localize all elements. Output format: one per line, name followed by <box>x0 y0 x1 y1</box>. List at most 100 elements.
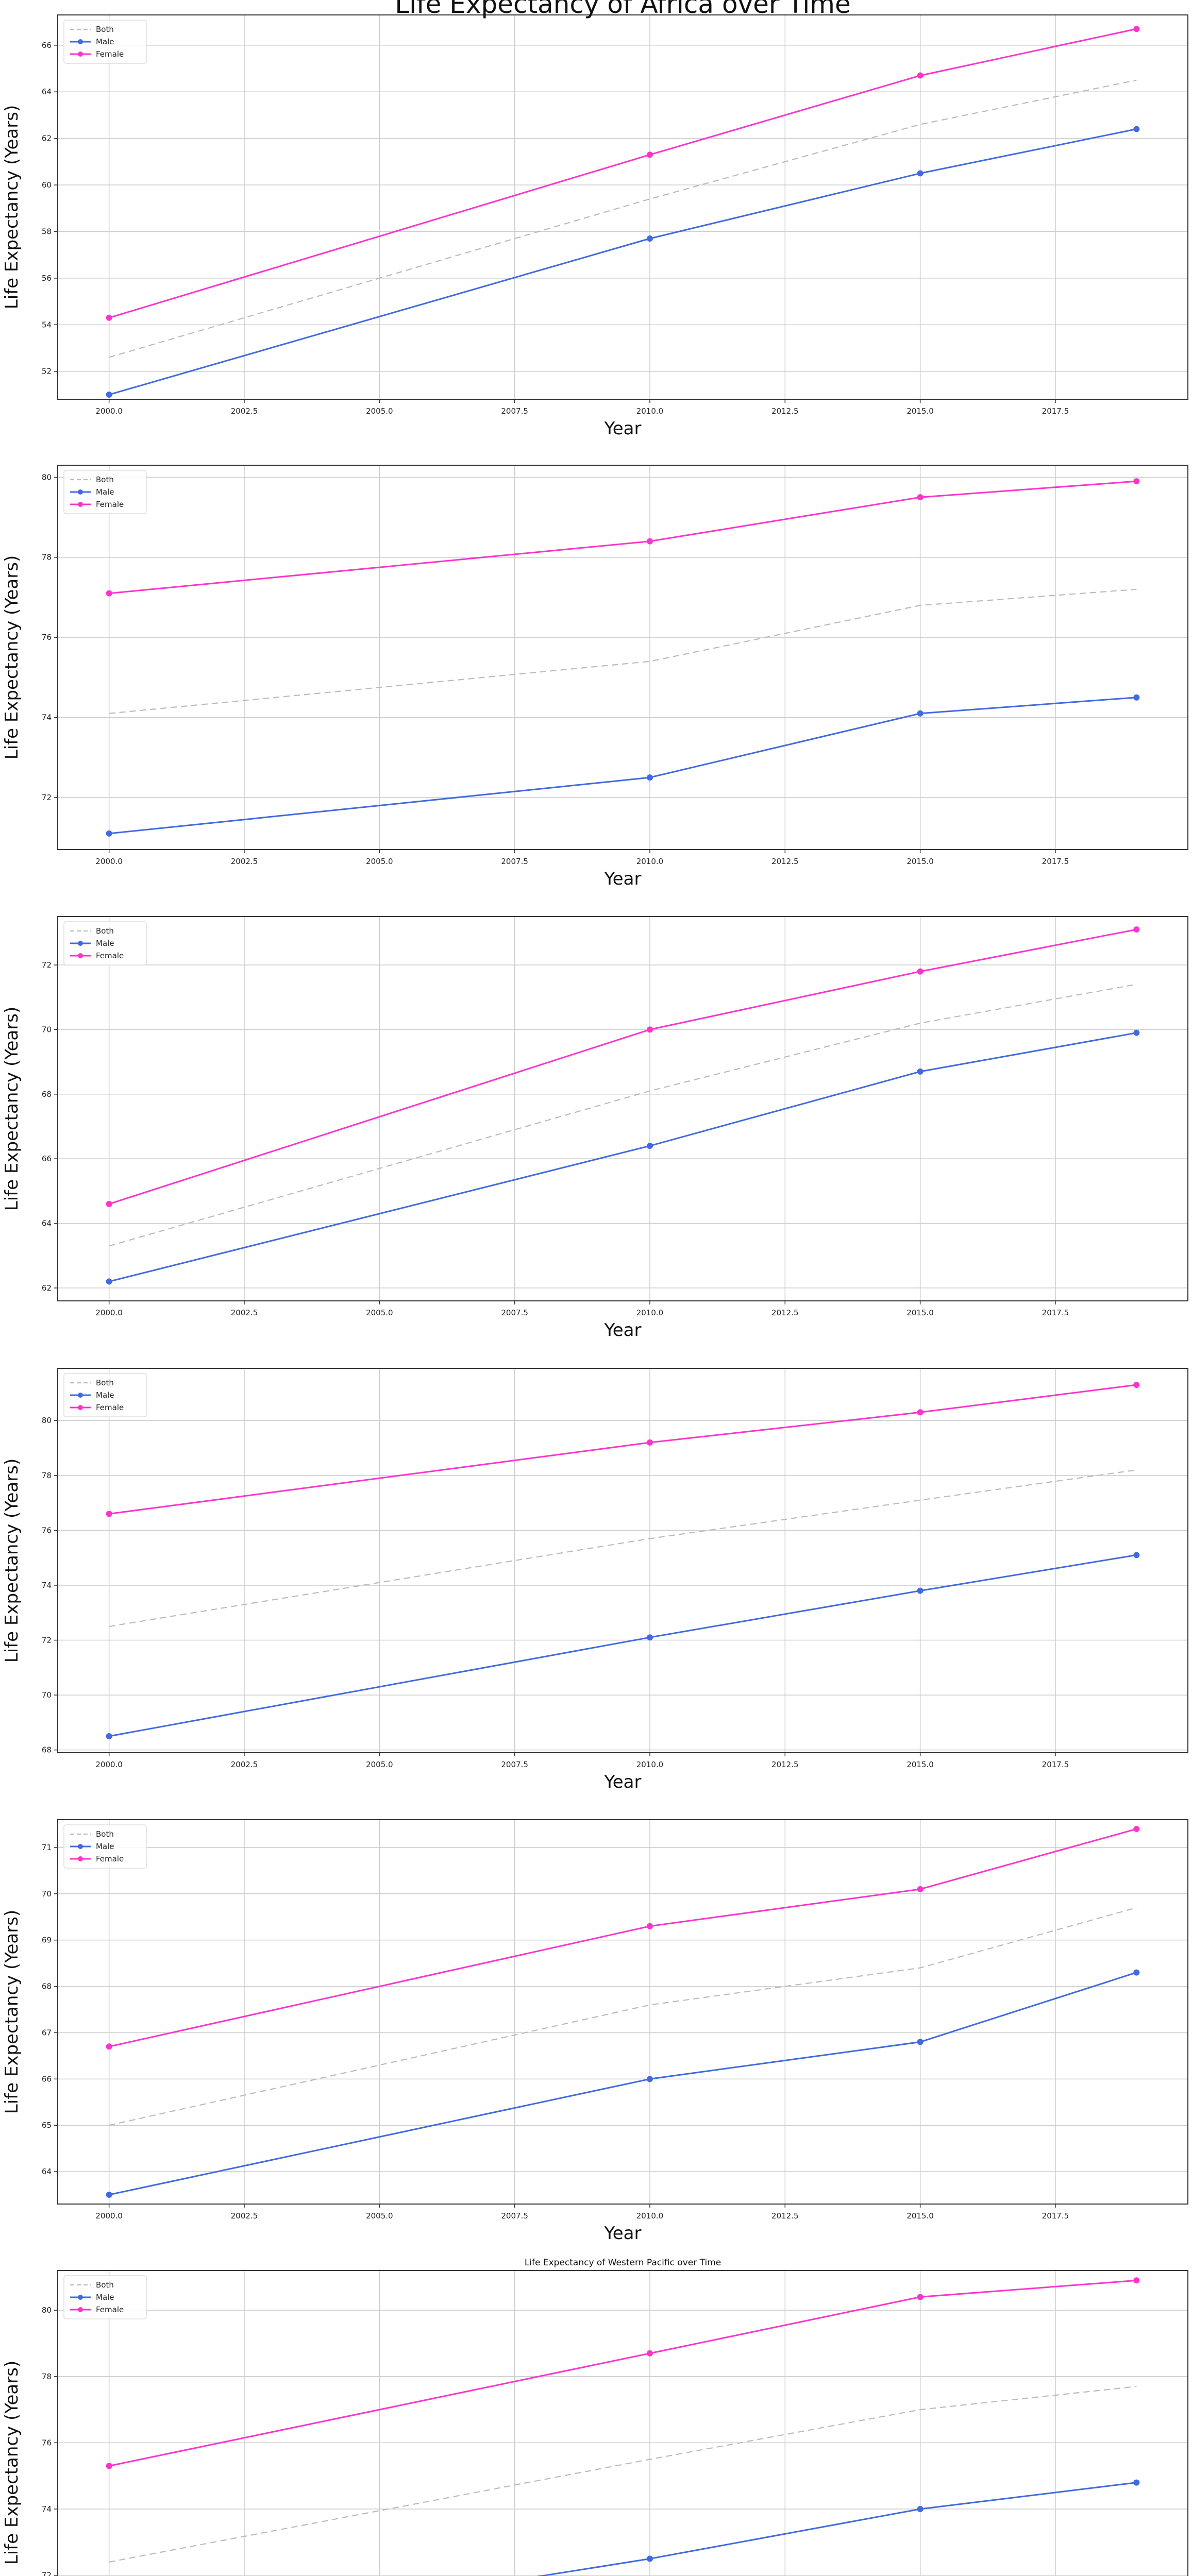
x-tick-label: 2012.5 <box>771 406 799 416</box>
legend-marker-female <box>78 52 83 57</box>
y-tick-label: 58 <box>42 227 52 236</box>
x-tick-label: 2015.0 <box>906 857 934 866</box>
chart-panel-5: 2000.0 2002.5 2005.0 2007.5 2010.0 2012.5 2015… <box>2 1819 1188 2244</box>
data-point-female <box>106 314 112 321</box>
x-axis-label: Year <box>604 2223 642 2244</box>
x-tick-label: 2012.5 <box>771 1308 799 1317</box>
x-tick-label: 2012.5 <box>771 857 799 866</box>
data-point-female <box>1133 478 1140 485</box>
legend-label-male: Male <box>96 1842 114 1851</box>
y-tick-label: 62 <box>42 1283 52 1293</box>
legend-label-male: Male <box>96 487 114 497</box>
plot-area <box>58 917 1188 1301</box>
legend-marker-female <box>78 1856 83 1861</box>
data-point-female <box>646 1026 653 1033</box>
y-axis-label: Life Expectancy (Years) <box>2 105 22 309</box>
legend: Both Male Female <box>63 2275 147 2319</box>
data-point-female <box>646 151 653 158</box>
legend: Both Male Female <box>63 20 147 64</box>
data-point-male <box>646 1634 653 1641</box>
plot-area <box>58 1368 1188 1753</box>
legend-marker-male <box>78 941 83 946</box>
chart-panel-1: 2000.0 2002.5 2005.0 2007.5 2010.0 2012.5 2015… <box>2 0 1188 439</box>
y-axis-label: Life Expectancy (Years) <box>2 555 22 759</box>
y-tick-label: 74 <box>42 2504 52 2514</box>
data-point-male <box>1133 126 1140 132</box>
data-point-female <box>1133 26 1140 32</box>
data-point-male <box>646 2555 653 2562</box>
data-point-female <box>646 538 653 545</box>
data-point-female <box>1133 2277 1140 2284</box>
legend-label-female: Female <box>96 951 124 960</box>
x-tick-label: 2000.0 <box>95 1308 123 1317</box>
data-point-male <box>106 2192 112 2198</box>
data-point-male <box>106 1278 112 1285</box>
y-tick-label: 68 <box>42 1982 52 1991</box>
y-tick-label: 72 <box>42 1636 52 1645</box>
axes-frame <box>57 1819 1188 2205</box>
legend-marker-male <box>78 39 83 44</box>
x-tick-label: 2002.5 <box>231 406 258 416</box>
x-axis-label: Year <box>604 1320 642 1341</box>
series-line-both <box>109 588 1137 714</box>
data-point-male <box>106 391 112 398</box>
x-tick-label: 2010.0 <box>636 406 664 416</box>
y-tick-label: 65 <box>42 2121 52 2130</box>
legend: Both Male Female <box>63 921 147 965</box>
plot-area <box>58 465 1188 850</box>
y-tick-label: 54 <box>42 320 52 329</box>
data-point-male <box>1133 1969 1140 1976</box>
legend-box <box>63 2275 147 2319</box>
y-tick-label: 78 <box>42 2372 52 2381</box>
x-tick-label: 2000.0 <box>95 406 123 416</box>
legend-marker-male <box>78 1844 83 1849</box>
x-tick-label: 2015.0 <box>906 1308 934 1317</box>
data-point-female <box>1133 926 1140 933</box>
y-tick-label: 80 <box>42 472 52 482</box>
data-point-male <box>917 1068 924 1075</box>
chart-title: Life Expectancy of Africa over Time <box>395 0 850 19</box>
legend-label-male: Male <box>96 37 114 46</box>
x-tick-label: 2017.5 <box>1042 1308 1069 1317</box>
data-point-female <box>917 72 924 79</box>
series-line-male <box>536 2482 1137 2576</box>
x-tick-label: 2017.5 <box>1042 2211 1069 2221</box>
y-tick-label: 64 <box>42 2167 52 2176</box>
x-tick-label: 2012.5 <box>771 2211 799 2221</box>
x-tick-label: 2012.5 <box>771 1760 799 1769</box>
data-point-male <box>106 1733 112 1740</box>
y-tick-label: 66 <box>42 2074 52 2083</box>
x-tick-label: 2005.0 <box>366 1308 393 1317</box>
x-tick-label: 2002.5 <box>231 2211 258 2221</box>
plot-area <box>58 1820 1188 2204</box>
data-point-female <box>1133 1825 1140 1832</box>
x-tick-label: 2015.0 <box>906 1760 934 1769</box>
x-tick-label: 2010.0 <box>636 1760 664 1769</box>
legend-label-female: Female <box>96 1854 124 1863</box>
legend-marker-male <box>78 1393 83 1398</box>
legend-label-both: Both <box>96 926 114 936</box>
x-tick-label: 2007.5 <box>501 2211 528 2221</box>
legend-label-both: Both <box>96 1378 114 1387</box>
series-line-both <box>109 984 1137 1247</box>
legend-label-both: Both <box>96 25 114 34</box>
y-tick-label: 71 <box>42 1843 52 1852</box>
y-tick-label: 70 <box>42 1025 52 1034</box>
y-axis-label: Life Expectancy (Years) <box>2 1459 22 1663</box>
legend-label-female: Female <box>96 49 124 59</box>
x-tick-label: 2007.5 <box>501 406 528 416</box>
data-point-male <box>917 2039 924 2045</box>
data-point-female <box>917 1409 924 1416</box>
x-tick-label: 2005.0 <box>366 857 393 866</box>
legend-box <box>63 1824 147 1869</box>
y-tick-label: 68 <box>42 1745 52 1755</box>
x-tick-label: 2015.0 <box>906 406 934 416</box>
y-tick-label: 74 <box>42 1581 52 1590</box>
data-point-female <box>106 1511 112 1517</box>
legend-box <box>63 470 147 514</box>
x-tick-label: 2007.5 <box>501 857 528 866</box>
data-point-male <box>1133 694 1140 701</box>
series-line-female <box>109 1828 1137 2047</box>
data-point-male <box>917 1587 924 1594</box>
data-point-male <box>106 830 112 837</box>
